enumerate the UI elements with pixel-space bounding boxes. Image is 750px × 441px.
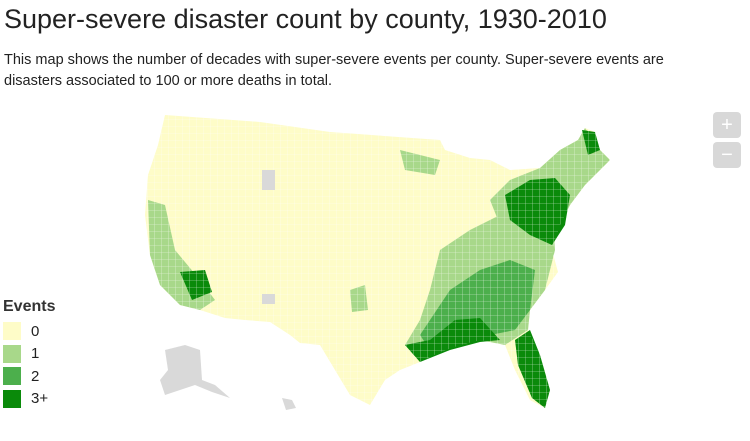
us-county-grid [145, 115, 610, 408]
zoom-in-button[interactable]: + [713, 112, 741, 138]
legend-label: 0 [31, 322, 40, 340]
legend-item-2: 2 [3, 365, 55, 388]
legend-item-3: 3+ [3, 388, 55, 411]
legend-swatch [3, 322, 21, 341]
zoom-out-button[interactable]: − [713, 142, 741, 168]
legend-item-0: 0 [3, 320, 55, 343]
legend-title: Events [3, 298, 56, 315]
legend-label: 1 [31, 345, 40, 363]
alaska[interactable] [160, 345, 230, 398]
legend-swatch [3, 367, 21, 386]
legend: Events 0 1 2 3+ [3, 298, 55, 410]
legend-item-1: 1 [3, 343, 55, 366]
page-title: Super-severe disaster count by county, 1… [4, 4, 607, 34]
hawaii[interactable] [282, 398, 296, 410]
nodata-yellowstone[interactable] [262, 170, 275, 190]
nodata-nevada[interactable] [262, 294, 275, 304]
legend-label: 3+ [31, 390, 49, 408]
map-description: This map shows the number of decades wit… [4, 52, 664, 89]
county-map[interactable] [0, 100, 750, 441]
legend-swatch [3, 389, 21, 408]
legend-swatch [3, 344, 21, 363]
legend-label: 2 [31, 367, 40, 385]
